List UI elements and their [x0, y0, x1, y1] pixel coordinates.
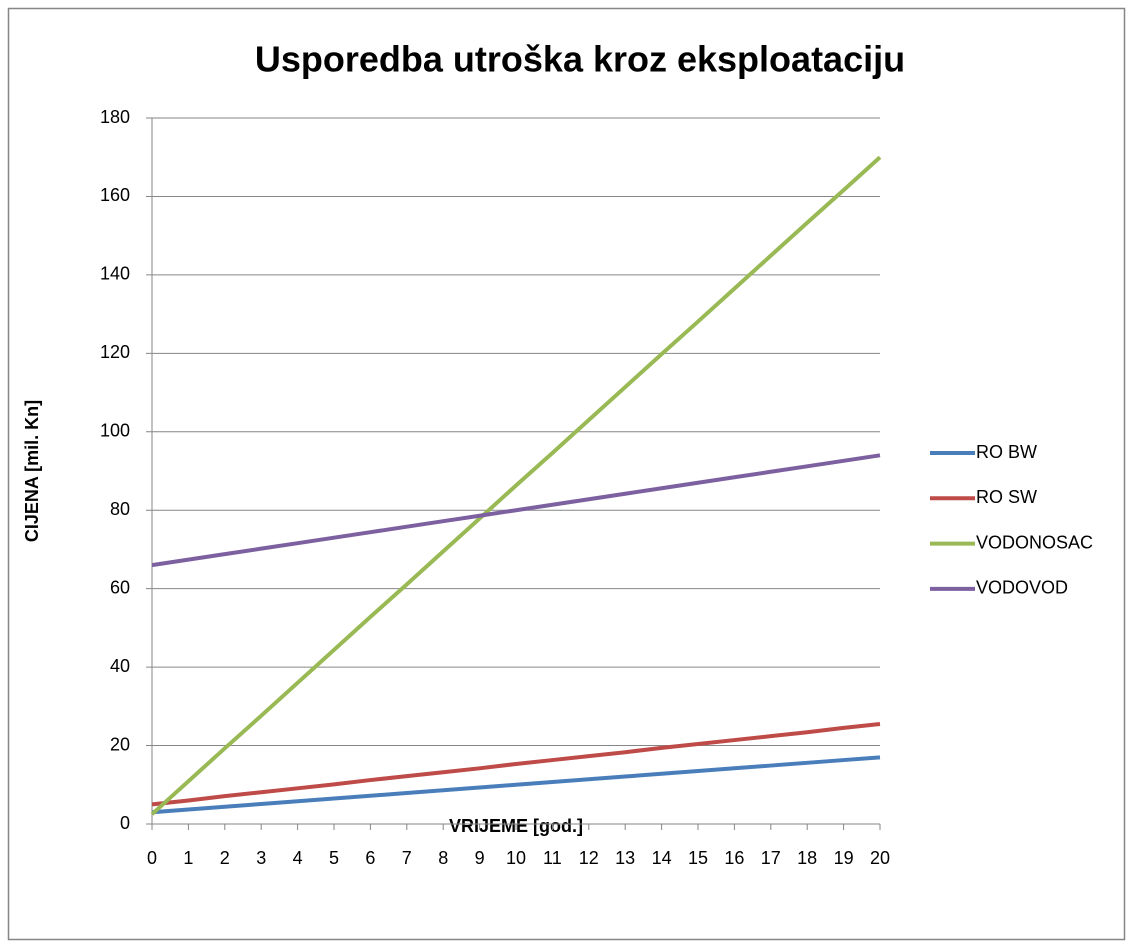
x-tick-label: 10	[506, 848, 526, 868]
x-tick-label: 0	[147, 848, 157, 868]
chart-title: Usporedba utroška kroz eksploataciju	[255, 39, 905, 80]
y-tick-label: 120	[100, 342, 130, 362]
y-tick-label: 20	[110, 734, 130, 754]
legend-label: VODOVOD	[976, 578, 1068, 598]
x-tick-label: 19	[834, 848, 854, 868]
x-tick-label: 17	[761, 848, 781, 868]
y-tick-label: 80	[110, 499, 130, 519]
x-tick-label: 6	[365, 848, 375, 868]
y-tick-label: 140	[100, 264, 130, 284]
x-tick-label: 20	[870, 848, 890, 868]
x-tick-label: 9	[475, 848, 485, 868]
y-tick-label: 40	[110, 656, 130, 676]
x-tick-label: 1	[183, 848, 193, 868]
x-tick-label: 13	[615, 848, 635, 868]
legend-label: RO SW	[976, 487, 1037, 507]
x-tick-label: 5	[329, 848, 339, 868]
x-tick-label: 11	[543, 848, 562, 868]
legend-label: VODONOSAC	[976, 532, 1093, 552]
y-tick-label: 60	[110, 577, 130, 597]
x-tick-label: 7	[402, 848, 412, 868]
y-tick-label: 100	[100, 421, 130, 441]
legend-label: RO BW	[976, 442, 1037, 462]
x-tick-label: 16	[724, 848, 744, 868]
series-line	[150, 155, 882, 816]
y-tick-label: 160	[100, 185, 130, 205]
x-tick-label: 8	[438, 848, 448, 868]
series-line	[151, 453, 881, 568]
series-line	[151, 721, 881, 807]
y-tick-label: 0	[120, 813, 130, 833]
x-tick-label: 2	[220, 848, 230, 868]
chart-frame	[7, 7, 1126, 941]
x-tick-label: 3	[256, 848, 266, 868]
y-tick-label: 180	[100, 107, 130, 127]
x-tick-label: 15	[688, 848, 708, 868]
x-tick-label: 18	[797, 848, 817, 868]
x-tick-label: 12	[579, 848, 599, 868]
y-axis-label: CIJENA [mil. Kn]	[22, 400, 42, 542]
x-tick-label: 4	[293, 848, 303, 868]
series-line	[151, 755, 881, 815]
x-tick-label: 14	[652, 848, 672, 868]
